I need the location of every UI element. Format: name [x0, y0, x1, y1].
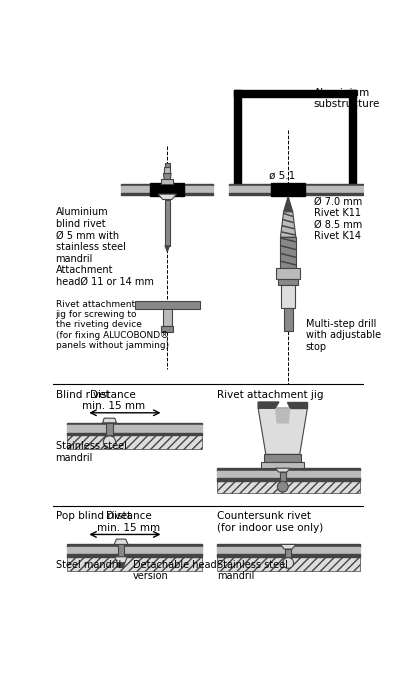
Bar	[67, 425, 201, 433]
Bar	[217, 556, 359, 570]
Bar	[134, 301, 199, 309]
Bar	[150, 183, 184, 197]
Polygon shape	[283, 213, 292, 217]
Polygon shape	[158, 194, 176, 199]
Text: ø 5.1: ø 5.1	[268, 170, 294, 180]
Polygon shape	[282, 218, 293, 223]
Bar	[217, 554, 359, 556]
Circle shape	[282, 557, 293, 568]
Bar	[164, 199, 169, 246]
Bar	[283, 308, 292, 331]
Bar	[260, 462, 304, 468]
Text: Steel mandril: Steel mandril	[55, 560, 121, 570]
Bar	[217, 478, 359, 480]
Text: Countersunk rivet
(for indoor use only): Countersunk rivet (for indoor use only)	[217, 511, 323, 533]
Bar	[234, 90, 241, 184]
Bar	[118, 545, 124, 556]
Text: Multi-step drill
with adjustable
stop: Multi-step drill with adjustable stop	[305, 319, 380, 352]
Bar	[67, 554, 201, 556]
Polygon shape	[281, 231, 294, 236]
Bar	[228, 184, 364, 186]
Text: Distance
min. 15 mm: Distance min. 15 mm	[97, 511, 160, 533]
Text: Blind rivet: Blind rivet	[55, 390, 109, 400]
Bar	[106, 423, 112, 435]
Circle shape	[277, 482, 288, 492]
Text: Stainless steel
mandril: Stainless steel mandril	[55, 441, 126, 463]
Polygon shape	[280, 253, 295, 258]
Polygon shape	[164, 246, 169, 252]
Bar	[217, 470, 359, 478]
Text: Detachable head
version: Detachable head version	[132, 560, 216, 582]
Polygon shape	[280, 545, 295, 549]
Text: Distance
min. 15 mm: Distance min. 15 mm	[81, 390, 145, 412]
Bar	[121, 193, 213, 195]
Polygon shape	[275, 468, 290, 472]
Text: Aluminium
blind rivet
Ø 5 mm with
stainless steel
mandril
Attachment
headØ 11 or: Aluminium blind rivet Ø 5 mm with stainl…	[55, 207, 153, 287]
Bar	[121, 184, 213, 186]
Bar	[217, 545, 359, 547]
Bar	[67, 433, 201, 435]
Bar	[67, 423, 201, 425]
Bar	[217, 468, 359, 470]
Bar	[275, 268, 300, 279]
Bar	[217, 480, 359, 493]
Polygon shape	[280, 212, 295, 237]
Polygon shape	[280, 245, 295, 251]
Polygon shape	[163, 174, 171, 179]
Bar	[280, 237, 295, 268]
Circle shape	[103, 436, 115, 448]
Bar	[348, 90, 355, 184]
Bar	[162, 309, 171, 326]
Bar	[67, 547, 201, 554]
Polygon shape	[115, 556, 127, 563]
Bar	[234, 90, 355, 97]
Bar	[164, 162, 169, 167]
Bar	[264, 454, 301, 462]
Polygon shape	[114, 539, 128, 545]
Text: Aluminium
substructure: Aluminium substructure	[313, 88, 379, 109]
Bar	[217, 547, 359, 554]
Polygon shape	[283, 197, 292, 212]
Bar	[67, 556, 201, 570]
Polygon shape	[258, 402, 278, 408]
Bar	[271, 183, 304, 197]
Bar	[284, 549, 290, 557]
Bar	[121, 186, 213, 193]
Text: Rivet attachment jig: Rivet attachment jig	[217, 390, 323, 400]
Polygon shape	[258, 408, 307, 454]
Polygon shape	[102, 418, 116, 423]
Bar	[279, 472, 285, 480]
Bar	[164, 167, 170, 174]
Polygon shape	[275, 408, 290, 424]
Text: Stainless steel
mandril: Stainless steel mandril	[217, 560, 288, 582]
Polygon shape	[280, 260, 295, 266]
Text: Rivet attachment
jig for screwing to
the riveting device
(for fixing ALUCOBOND®
: Rivet attachment jig for screwing to the…	[55, 300, 168, 350]
Bar	[228, 193, 364, 195]
Bar	[161, 326, 173, 332]
Bar	[67, 545, 201, 547]
Bar	[161, 179, 173, 184]
Polygon shape	[117, 563, 125, 568]
Bar	[281, 285, 294, 308]
Text: Ø 7.0 mm
Rivet K11
Ø 8.5 mm
Rivet K14: Ø 7.0 mm Rivet K11 Ø 8.5 mm Rivet K14	[313, 197, 361, 241]
Polygon shape	[286, 402, 307, 408]
Polygon shape	[280, 237, 295, 243]
Text: Pop blind rivet: Pop blind rivet	[55, 511, 130, 522]
Bar	[228, 186, 364, 193]
Bar	[67, 435, 201, 449]
Polygon shape	[281, 225, 294, 230]
Bar	[277, 279, 297, 285]
